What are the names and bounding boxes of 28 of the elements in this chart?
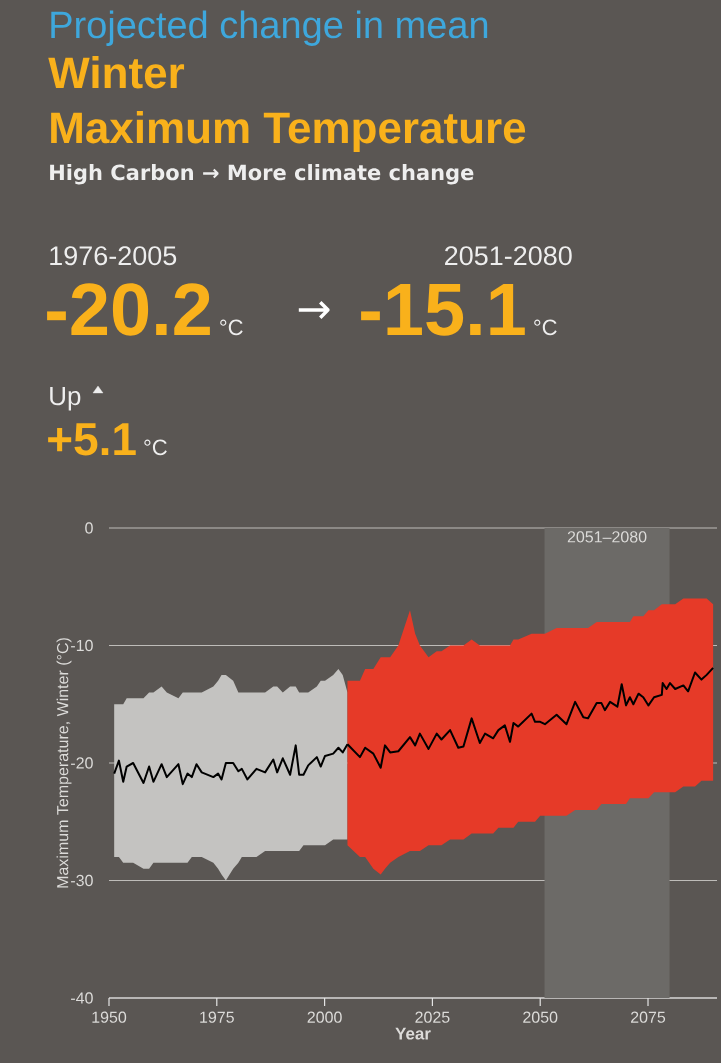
text: Winter xyxy=(48,56,185,89)
text: Maximum Temperature xyxy=(51,111,526,153)
text: +5.1 xyxy=(48,423,136,456)
y-tick-label: -10 xyxy=(71,639,93,652)
text: Projected change in mean xyxy=(51,10,488,46)
x-tick-label: 2075 xyxy=(631,1011,666,1023)
text: High Carbon → More climate change xyxy=(50,164,474,185)
text: °C xyxy=(534,319,557,336)
band-label: 2051–2080 xyxy=(567,531,647,543)
y-tick-label: -40 xyxy=(71,992,93,1004)
x-tick-label: 1975 xyxy=(200,1011,234,1023)
x-tick-label: 2050 xyxy=(523,1011,558,1023)
x-tick-label: 2000 xyxy=(307,1011,342,1023)
text: Up xyxy=(50,387,81,411)
x-tick-label: 1950 xyxy=(92,1011,127,1023)
text: °C xyxy=(144,439,167,456)
y-tick-label: -30 xyxy=(71,874,93,887)
text: -20.2 xyxy=(47,283,210,336)
x-axis-title: Year xyxy=(395,1027,431,1040)
y-axis-title: Maximum Temperature, Winter (°C) xyxy=(56,638,72,888)
text: 2051-2080 xyxy=(445,246,572,266)
y-tick-label: -20 xyxy=(71,757,93,769)
text: -15.1 xyxy=(361,284,525,336)
text: → xyxy=(298,300,330,319)
text: 1976-2005 xyxy=(50,246,177,266)
x-tick-label: 2025 xyxy=(415,1011,450,1023)
y-tick-label: 0 xyxy=(85,522,93,534)
text: °C xyxy=(220,319,243,336)
